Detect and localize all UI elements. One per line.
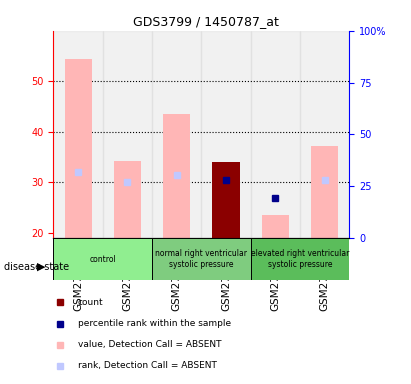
Bar — [201, 31, 251, 238]
Bar — [65, 58, 92, 238]
Text: GDS3799 / 1450787_at: GDS3799 / 1450787_at — [133, 15, 278, 28]
Bar — [251, 31, 300, 238]
Text: elevated right ventricular
systolic pressure: elevated right ventricular systolic pres… — [251, 250, 349, 269]
Bar — [114, 161, 141, 238]
Bar — [300, 31, 349, 238]
Text: rank, Detection Call = ABSENT: rank, Detection Call = ABSENT — [78, 361, 217, 370]
Text: normal right ventricular
systolic pressure: normal right ventricular systolic pressu… — [155, 250, 247, 269]
Bar — [152, 31, 201, 238]
Text: value, Detection Call = ABSENT: value, Detection Call = ABSENT — [78, 340, 222, 349]
Text: ▶: ▶ — [37, 262, 46, 272]
Text: percentile rank within the sample: percentile rank within the sample — [78, 319, 231, 328]
Text: disease state: disease state — [4, 262, 69, 272]
Bar — [262, 215, 289, 238]
FancyBboxPatch shape — [251, 238, 349, 280]
Text: control: control — [89, 255, 116, 264]
Bar — [53, 31, 103, 238]
FancyBboxPatch shape — [152, 238, 251, 280]
Text: count: count — [78, 298, 104, 307]
Bar — [103, 31, 152, 238]
Bar — [163, 114, 190, 238]
Bar — [212, 162, 240, 238]
FancyBboxPatch shape — [53, 238, 152, 280]
Bar — [311, 146, 338, 238]
